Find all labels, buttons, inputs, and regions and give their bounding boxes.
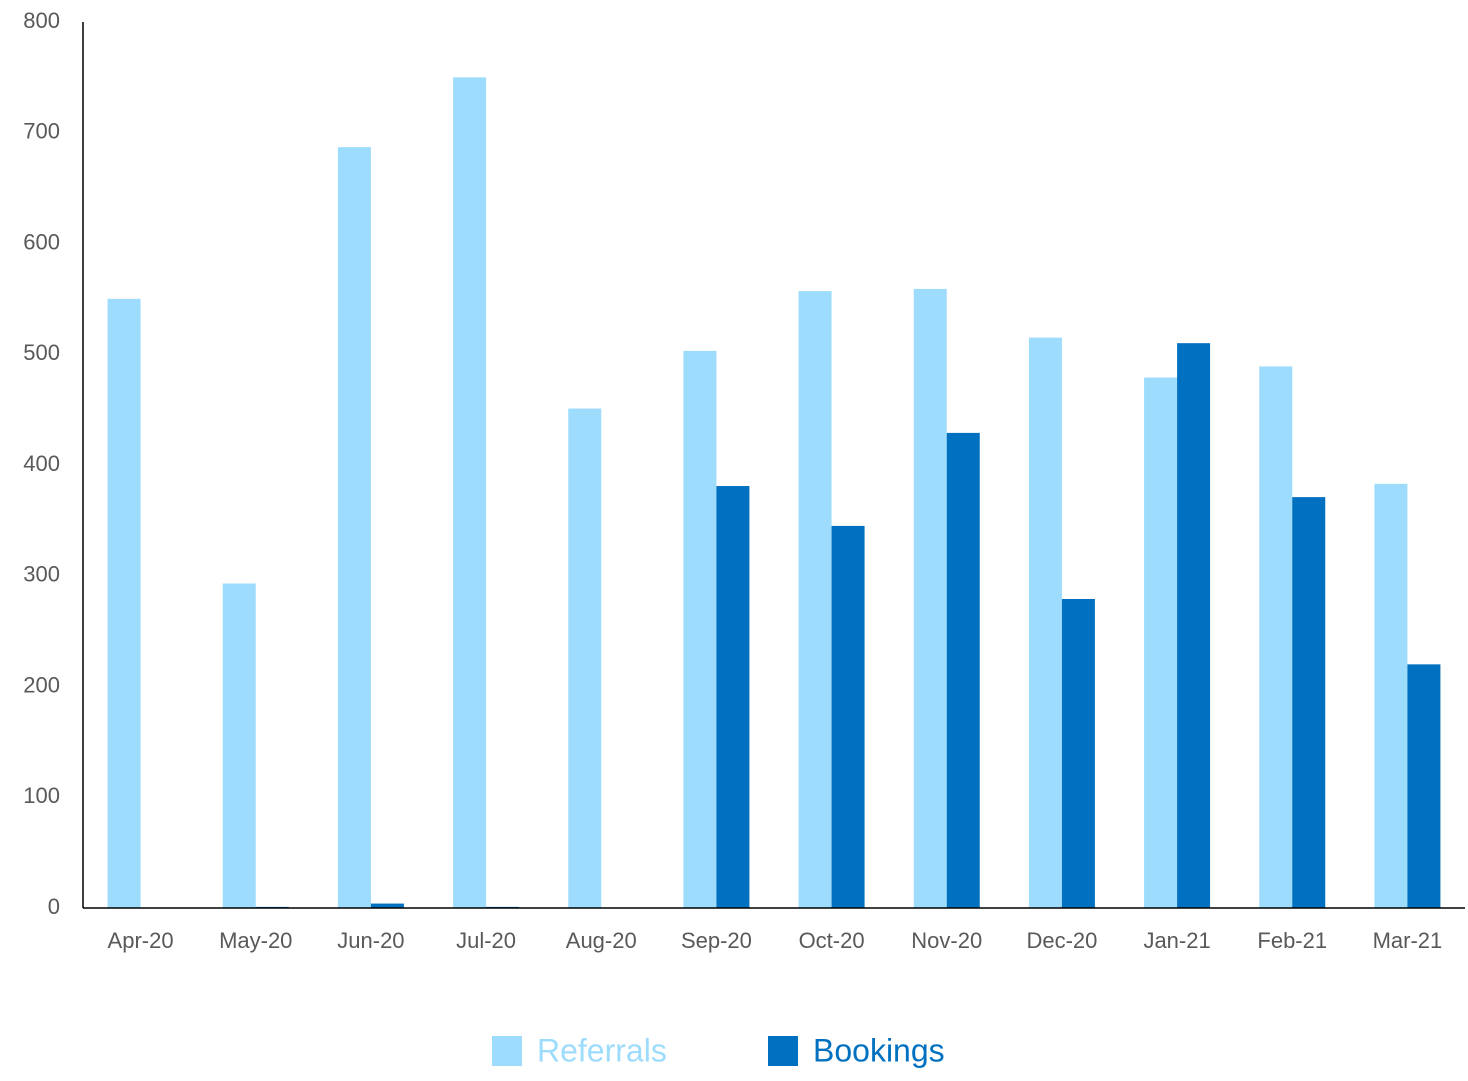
x-tick-label: Oct-20 (799, 928, 865, 953)
bar (337, 147, 371, 908)
y-tick-label: 100 (23, 783, 60, 808)
bar (107, 298, 141, 908)
bar (831, 525, 865, 908)
bar (1028, 337, 1062, 908)
x-tick-label: Jan-21 (1143, 928, 1210, 953)
bar (1259, 366, 1293, 908)
x-tick-label: Mar-21 (1373, 928, 1443, 953)
y-tick-label: 700 (23, 119, 60, 144)
x-tick-label: Aug-20 (566, 928, 637, 953)
legend-swatch (768, 1036, 798, 1066)
x-tick-label: Jun-20 (337, 928, 404, 953)
y-tick-label: 200 (23, 672, 60, 697)
bar (453, 77, 487, 908)
legend-swatch (492, 1036, 522, 1066)
y-tick-label: 800 (23, 8, 60, 33)
bar (1374, 483, 1408, 908)
bar (1144, 377, 1178, 908)
x-tick-label: Sep-20 (681, 928, 752, 953)
bar (798, 291, 832, 908)
y-tick-label: 0 (48, 894, 60, 919)
bar (946, 432, 980, 908)
bar (683, 350, 717, 908)
bar (716, 486, 750, 908)
x-tick-label: Feb-21 (1257, 928, 1327, 953)
x-tick-label: May-20 (219, 928, 292, 953)
bar (222, 583, 256, 908)
x-tick-label: Dec-20 (1026, 928, 1097, 953)
bar (1177, 343, 1211, 908)
x-tick-label: Nov-20 (911, 928, 982, 953)
y-tick-label: 300 (23, 562, 60, 587)
bar (1407, 664, 1441, 908)
x-tick-label: Apr-20 (108, 928, 174, 953)
bar (913, 288, 947, 909)
bar (1061, 599, 1095, 908)
bar (568, 408, 602, 908)
y-tick-label: 400 (23, 451, 60, 476)
legend-label: Referrals (537, 1032, 667, 1068)
y-tick-label: 600 (23, 229, 60, 254)
bar (1292, 497, 1326, 908)
bar (370, 903, 404, 908)
legend-label: Bookings (813, 1032, 945, 1068)
y-tick-label: 500 (23, 340, 60, 365)
x-tick-label: Jul-20 (456, 928, 516, 953)
